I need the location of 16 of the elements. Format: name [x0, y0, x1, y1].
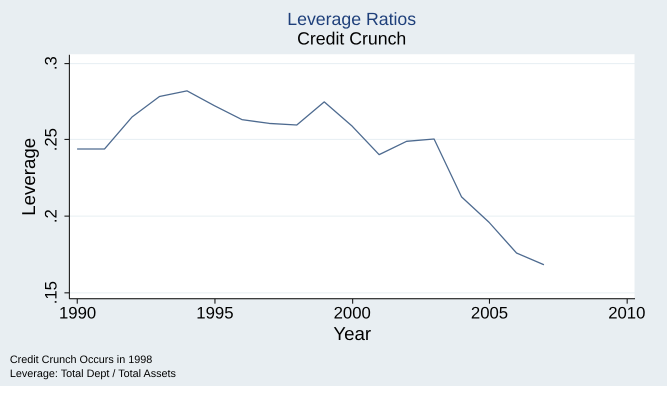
y-axis-title: Leverage: [18, 138, 39, 216]
y-tick-label: .2: [42, 209, 61, 224]
x-tick-label: 2000: [334, 303, 371, 322]
x-tick-label: 2010: [608, 303, 646, 322]
text: Leverage: Total Dept / Total Assets: [10, 368, 177, 380]
x-tick-label: 2005: [470, 303, 508, 322]
x-axis-title: Year: [333, 323, 372, 344]
line-series: [76, 90, 545, 266]
y-tick-label: .15: [42, 281, 61, 304]
chart-title: Leverage Ratios: [287, 8, 416, 29]
x-tick-label: 1995: [196, 303, 234, 322]
x-tick-label: 1990: [58, 303, 96, 322]
chart-subtitle: Credit Crunch: [297, 28, 406, 48]
y-tick-label: .25: [42, 128, 61, 152]
text: Credit Crunch Occurs in 1998: [10, 354, 152, 366]
y-tick-label: .3: [42, 56, 61, 70]
